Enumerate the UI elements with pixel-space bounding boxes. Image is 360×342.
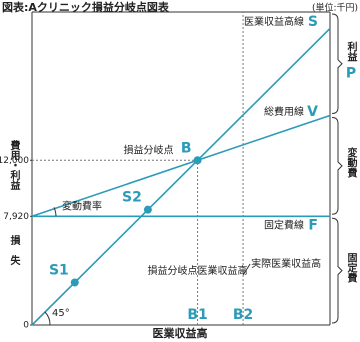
bracket-label: 固定費 bbox=[345, 252, 357, 283]
point bbox=[143, 205, 152, 214]
y-tick-label: 12,000 bbox=[0, 156, 29, 166]
annotation: 変動費率 bbox=[62, 199, 102, 212]
series-letter: S bbox=[308, 14, 318, 30]
y-tick-label: 0 bbox=[23, 321, 29, 331]
marker-text: 損益分岐点医業収益高 bbox=[148, 264, 248, 277]
y-tick-label: 7,920 bbox=[3, 212, 29, 222]
bracket bbox=[331, 116, 343, 215]
bracket bbox=[331, 13, 343, 114]
point-label: S2 bbox=[122, 190, 142, 206]
series-letter: V bbox=[307, 104, 318, 120]
marker-label: B2 bbox=[233, 307, 253, 323]
loss-label: 損失 bbox=[8, 234, 20, 275]
series-line bbox=[31, 114, 331, 218]
annotation: 45° bbox=[52, 308, 70, 319]
point-text: 損益分岐点 bbox=[124, 143, 174, 156]
bracket-letter: P bbox=[346, 66, 356, 82]
point-label: S1 bbox=[49, 262, 69, 278]
point bbox=[193, 156, 202, 165]
marker-label: B1 bbox=[187, 307, 207, 323]
series-name: 医業収益高線 bbox=[244, 15, 304, 28]
marker-text: 実際医業収益高 bbox=[251, 257, 321, 270]
unit-label: (単位:千円) bbox=[312, 2, 358, 14]
point bbox=[70, 278, 79, 287]
angle-arc bbox=[53, 207, 57, 217]
bracket-label: 利益 bbox=[345, 41, 357, 62]
series-letter: F bbox=[308, 217, 318, 233]
point-label: B bbox=[181, 140, 192, 156]
series-name: 固定費線 bbox=[264, 218, 304, 231]
series-name: 総費用線 bbox=[264, 105, 304, 118]
bracket bbox=[331, 217, 343, 324]
series-line bbox=[31, 27, 331, 326]
angle-arc bbox=[44, 311, 51, 326]
leader bbox=[242, 263, 251, 276]
bracket-label: 変動費 bbox=[345, 147, 357, 179]
x-axis-label: 医業収益高 bbox=[153, 326, 208, 340]
chart-title: 図表:Aクリニック損益分岐点図表 bbox=[2, 0, 170, 14]
y-axis-label: 費用・利益 bbox=[8, 139, 21, 190]
